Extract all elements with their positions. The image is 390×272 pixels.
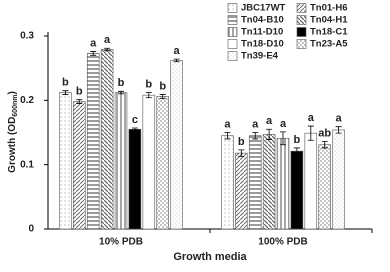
bar (156, 96, 169, 230)
legend-label: Tn01-H6 (310, 3, 347, 14)
error-bar (118, 90, 124, 95)
significance-letter: a (336, 113, 343, 125)
error-bar (266, 128, 273, 140)
bar (235, 152, 248, 230)
legend-swatch (227, 15, 238, 25)
legend-label: Tn18-D10 (241, 39, 284, 50)
error-bar (62, 90, 69, 95)
bar (318, 144, 331, 230)
significance-letter: a (90, 37, 97, 49)
legend-swatch (296, 15, 307, 25)
significance-letter: b (238, 136, 245, 148)
legend-label: Tn18-C1 (310, 27, 348, 38)
y-axis-title: Growth (OD600nm) (7, 91, 19, 173)
error-bar (159, 94, 166, 99)
error-bar (104, 47, 111, 52)
legend-label: Tn04-B10 (241, 15, 284, 26)
y-axis-title-sub: 600nm (12, 95, 19, 117)
y-axis-title-text: Growth (OD (7, 117, 18, 173)
error-bar (90, 51, 97, 56)
significance-letter: b (159, 80, 166, 92)
significance-letter: b (62, 77, 69, 89)
bar (262, 134, 276, 230)
legend-swatch (227, 27, 238, 37)
error-bar (252, 132, 259, 140)
bar (276, 137, 290, 230)
bar (290, 150, 304, 230)
significance-letter: b (145, 79, 152, 91)
bar (332, 129, 345, 230)
error-bar (224, 132, 231, 140)
y-tick-label: 0.1 (20, 159, 34, 170)
bar (248, 135, 262, 230)
legend-swatch (296, 3, 307, 13)
legend-swatch (227, 51, 238, 61)
legend-label: JBC17WT (241, 3, 286, 14)
x-axis-title: Growth media (173, 251, 247, 263)
error-bar (145, 92, 152, 99)
bar (73, 101, 86, 230)
x-tick-label: 100% PDB (258, 237, 307, 248)
significance-letter: b (118, 77, 125, 89)
significance-letter: b (76, 86, 83, 98)
significance-letter: a (174, 45, 181, 57)
significance-letter: a (224, 118, 231, 130)
y-tick-label: 0.2 (20, 95, 34, 106)
error-bar (238, 149, 245, 157)
error-bar (335, 126, 342, 134)
significance-letter: a (252, 118, 259, 130)
bar (114, 92, 128, 230)
y-tick-label: 0 (28, 224, 34, 235)
legend-swatch (227, 39, 238, 49)
legend-label: Tn23-A5 (310, 39, 348, 50)
significance-letter: a (280, 118, 287, 130)
bar (304, 132, 318, 230)
legend-swatch (296, 27, 307, 37)
significance-letter: c (132, 114, 138, 126)
bar (142, 94, 156, 230)
legend-swatch (227, 3, 238, 13)
legend-label: Tn11-D10 (241, 27, 283, 38)
y-axis-title-end: ) (7, 91, 18, 94)
legend-swatch (296, 39, 307, 49)
bar (128, 128, 142, 230)
significance-letter: ab (318, 127, 331, 139)
error-bar (76, 99, 83, 104)
x-tick-label: 10% PDB (99, 237, 143, 248)
error-bar (173, 58, 180, 63)
significance-letter: b (294, 134, 301, 146)
error-bar (307, 125, 314, 141)
bar (170, 60, 183, 230)
y-tick-label: 0.3 (20, 31, 34, 42)
significance-letter: a (266, 115, 273, 127)
error-bar (293, 147, 300, 155)
error-bar (321, 141, 328, 149)
significance-letter: a (308, 112, 315, 124)
bar (86, 53, 100, 230)
bar (221, 135, 234, 230)
significance-letter: a (104, 34, 111, 46)
bar (100, 49, 114, 230)
bar (59, 92, 72, 230)
legend-label: Tn04-H1 (310, 15, 348, 26)
error-bar (131, 127, 138, 131)
legend-label: Tn39-E4 (241, 51, 279, 62)
error-bar (280, 131, 286, 146)
